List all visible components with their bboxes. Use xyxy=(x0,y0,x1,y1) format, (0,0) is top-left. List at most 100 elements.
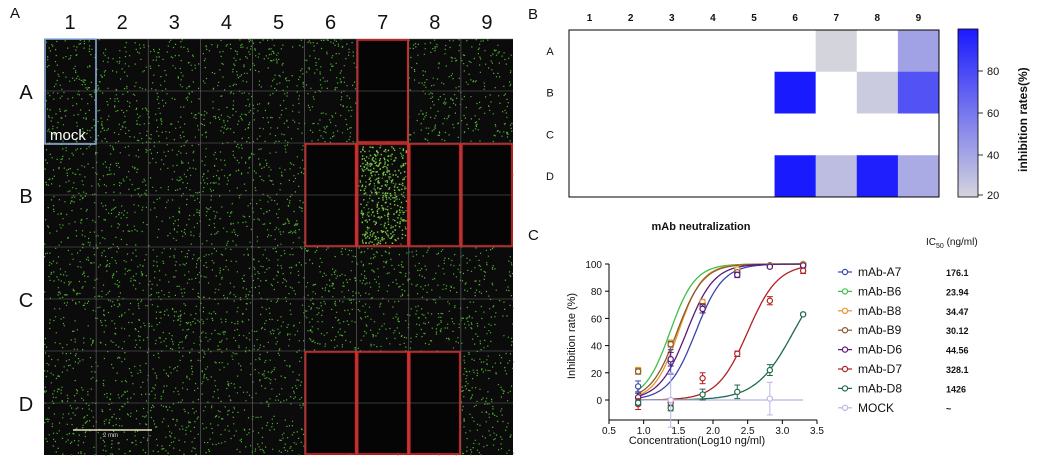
heatmap-row-label: A xyxy=(546,46,554,58)
plate-column-label: 3 xyxy=(169,12,180,34)
plate-row-label: C xyxy=(19,290,33,312)
heatmap-row-label: B xyxy=(546,88,553,100)
panel-c-letter: C xyxy=(528,227,539,244)
y-tick-label: 80 xyxy=(591,287,603,298)
heatmap-cell xyxy=(692,155,734,198)
data-point xyxy=(766,366,774,374)
legend-label: mAb-A7 xyxy=(858,265,902,279)
data-point xyxy=(734,271,741,279)
x-tick-label: 0.5 xyxy=(602,426,616,437)
x-tick-label: 1.0 xyxy=(637,426,651,437)
legend-label: mAb-B6 xyxy=(858,284,902,298)
legend-ic50: 30.12 xyxy=(946,326,969,336)
scale-bar-label: 2 mm xyxy=(103,433,118,439)
legend-ic50: 176.1 xyxy=(946,268,969,278)
data-point xyxy=(634,368,642,375)
colorbar xyxy=(957,28,979,198)
data-point xyxy=(799,311,807,318)
data-point xyxy=(766,395,774,402)
ic50-header-sub: 50 xyxy=(936,243,944,250)
x-tick-label: 3.5 xyxy=(810,426,824,437)
y-tick-label: 20 xyxy=(591,369,603,380)
ic50-header-main: IC xyxy=(926,237,936,248)
data-point xyxy=(667,396,674,404)
legend-swatch-marker xyxy=(841,346,849,353)
heatmap-column-label: 2 xyxy=(628,13,634,24)
heatmap-cell xyxy=(651,30,693,73)
x-tick-label: 1.5 xyxy=(671,426,685,437)
curve-mab-d7 xyxy=(636,266,804,401)
heatmap-cell xyxy=(569,30,611,73)
heatmap-row-label: D xyxy=(546,171,554,183)
heatmap-column-label: 4 xyxy=(710,13,716,24)
x-tick-label: 2.0 xyxy=(706,426,720,437)
panel-b: B 1 2 3 4 5 6 7 8 9 A B C D 20 40 60 80 inhibition rat… xyxy=(528,6,1030,202)
data-point xyxy=(634,399,642,406)
ic50-header: IC50 (ng/ml) xyxy=(926,237,978,250)
heatmap-cell xyxy=(569,71,611,114)
heatmap-cell xyxy=(651,113,693,156)
legend-swatch-marker xyxy=(841,404,849,411)
ic50-header-unit: (ng/ml) xyxy=(944,237,978,248)
heatmap-cell xyxy=(733,113,775,156)
heatmap-cell xyxy=(610,30,652,73)
legend-swatch-marker xyxy=(841,327,849,334)
heatmap-cell xyxy=(856,155,899,198)
legend-ic50: 1426 xyxy=(946,384,966,394)
heatmap-column-label: 8 xyxy=(875,13,881,24)
plate-column-label: 9 xyxy=(481,12,492,34)
x-axis-label: Concentration(Log10 ng/ml) xyxy=(629,435,765,447)
heatmap-cell xyxy=(569,113,611,156)
heatmap-cell xyxy=(692,71,734,114)
data-point xyxy=(734,350,741,357)
bright-well-foci xyxy=(359,146,408,246)
heatmap-cell xyxy=(651,155,693,198)
legend-swatch-marker xyxy=(841,365,849,373)
plate-row-label: B xyxy=(19,186,32,208)
plate-column-labels: 1 2 3 4 5 6 7 8 9 xyxy=(64,12,492,34)
data-point xyxy=(699,375,706,382)
curve-mab-d6 xyxy=(636,263,804,398)
heatmap-cell xyxy=(774,71,816,114)
legend-label: mAb-D7 xyxy=(858,362,902,376)
data-point xyxy=(799,262,807,269)
data-point xyxy=(734,388,741,396)
heatmap-row-labels: A B C D xyxy=(546,46,554,183)
chart-points xyxy=(634,260,807,428)
colorbar-tick-label: 60 xyxy=(987,108,999,120)
legend-label: mAb-D6 xyxy=(858,343,902,357)
plate-row-label: A xyxy=(19,82,33,104)
plate-column-label: 2 xyxy=(117,12,128,34)
data-point xyxy=(766,263,774,270)
data-point xyxy=(766,297,774,304)
heatmap-cell xyxy=(856,113,899,156)
plate-row-label: D xyxy=(19,394,33,416)
y-axis-label: Inhibition rate (%) xyxy=(566,293,578,379)
heatmap-column-label: 7 xyxy=(833,13,839,24)
heatmap-column-label: 1 xyxy=(587,13,593,24)
legend-swatch-marker xyxy=(841,385,849,392)
chart-title: mAb neutralization xyxy=(651,221,750,233)
panel-b-letter: B xyxy=(528,6,538,23)
colorbar-tick-label: 40 xyxy=(987,150,999,162)
legend-label: mAb-B8 xyxy=(858,304,902,318)
heatmap-cell xyxy=(815,30,858,73)
legend-ic50: 34.47 xyxy=(946,307,969,317)
legend-swatch-marker xyxy=(841,268,849,276)
heatmap-cell xyxy=(897,30,940,73)
plate-column-label: 7 xyxy=(377,12,388,34)
data-point xyxy=(799,267,807,274)
legend-ic50: 328.1 xyxy=(946,365,969,375)
heatmap-row-label: C xyxy=(546,129,554,141)
legend-ic50: 23.94 xyxy=(946,287,969,297)
y-tick-label: 60 xyxy=(591,314,603,325)
data-point xyxy=(667,356,674,363)
panel-c: C mAb neutralization IC50 (ng/ml) 0 20 40 6… xyxy=(528,221,978,447)
legend-ic50: ~ xyxy=(946,404,951,414)
mock-well-outline xyxy=(44,38,97,145)
data-point xyxy=(699,391,706,398)
plate-column-label: 5 xyxy=(273,12,284,34)
colorbar-tick-label: 20 xyxy=(987,190,999,202)
heatmap-cell xyxy=(774,30,816,73)
